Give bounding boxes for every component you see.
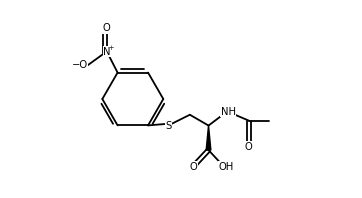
Text: +: +: [109, 46, 114, 51]
Text: O: O: [189, 162, 197, 172]
Text: NH: NH: [221, 107, 236, 117]
Text: −O: −O: [72, 60, 88, 69]
Polygon shape: [206, 126, 211, 150]
Text: O: O: [102, 23, 110, 33]
Text: S: S: [165, 121, 171, 130]
Text: OH: OH: [219, 162, 234, 172]
Text: O: O: [245, 142, 253, 152]
Text: N: N: [103, 47, 111, 57]
